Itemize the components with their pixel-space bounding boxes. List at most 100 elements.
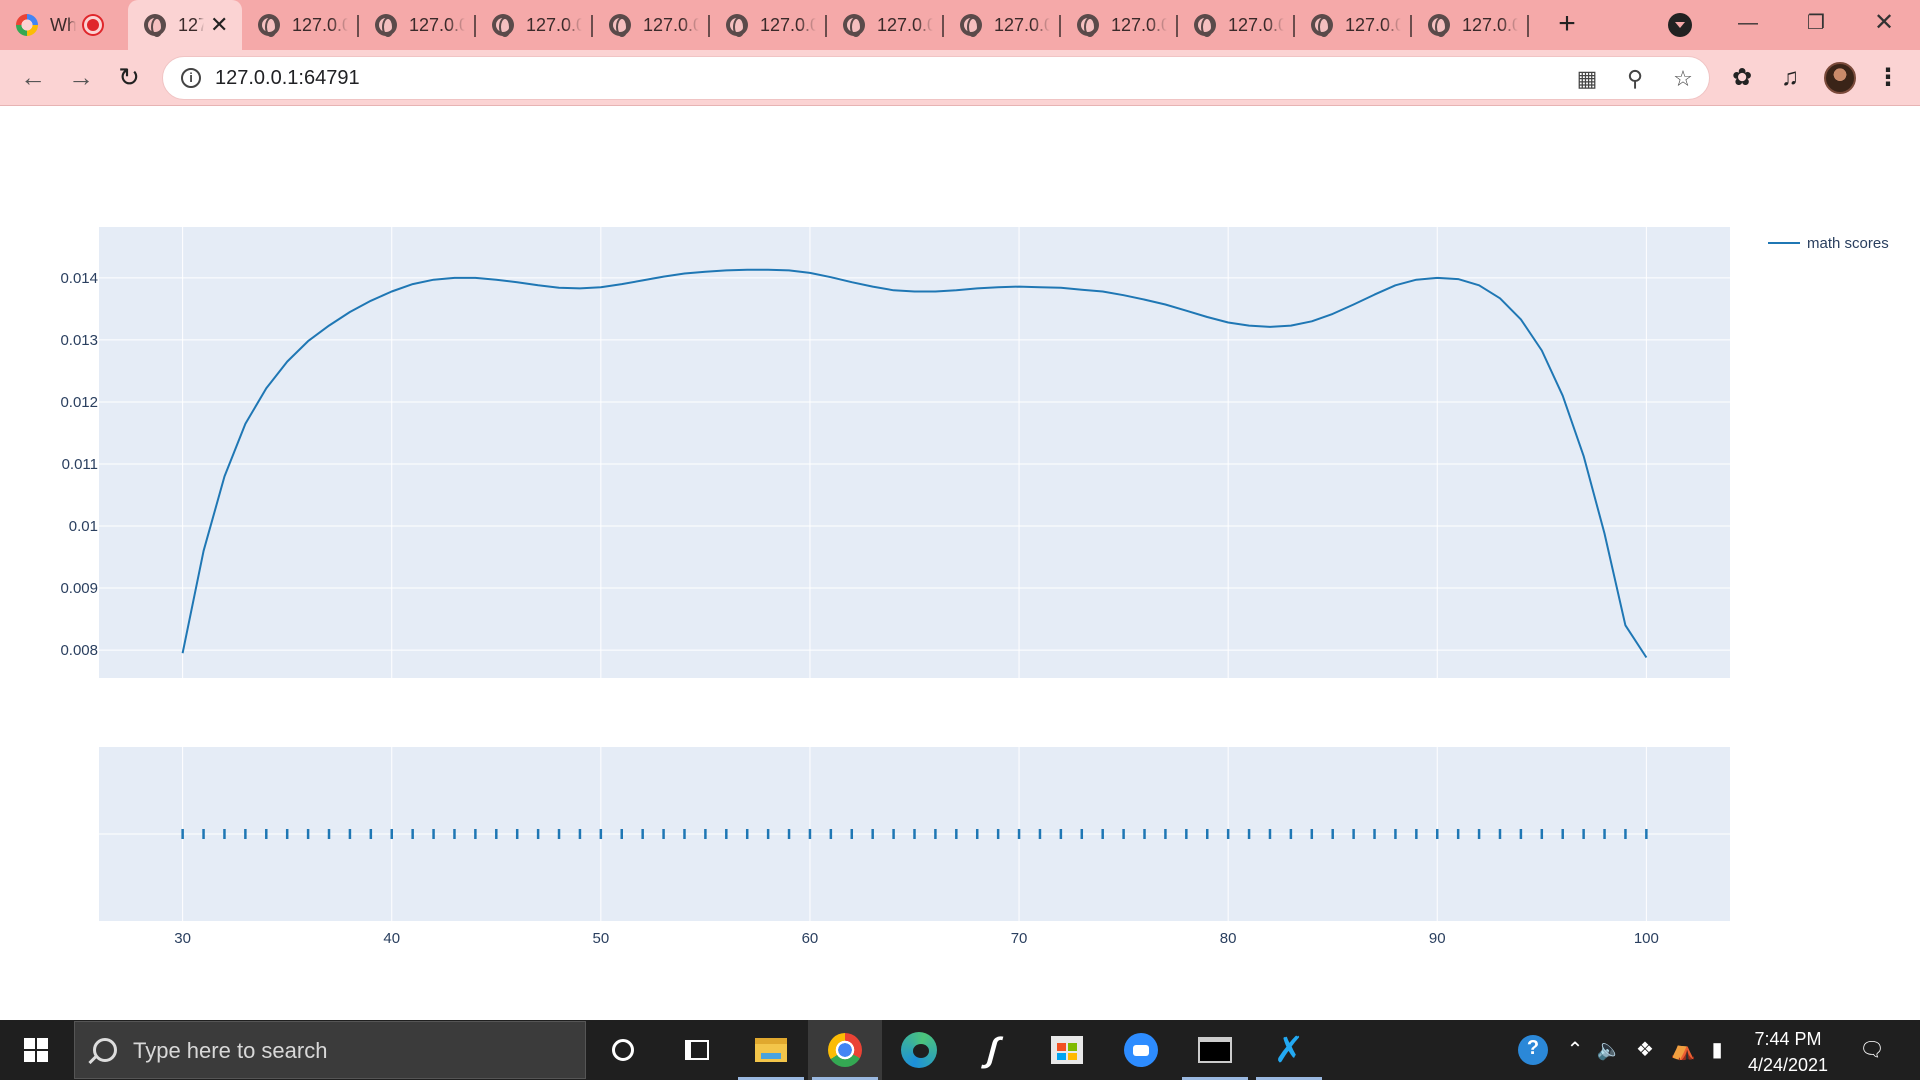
zoom-app-icon[interactable] bbox=[1104, 1020, 1178, 1080]
edge-icon[interactable] bbox=[882, 1020, 956, 1080]
qr-code-icon[interactable]: ▦ bbox=[1576, 66, 1598, 91]
globe-icon bbox=[609, 14, 631, 37]
tab-separator bbox=[474, 15, 476, 37]
notifications-icon[interactable]: 🗨 bbox=[1859, 1039, 1885, 1061]
globe-icon bbox=[1428, 14, 1450, 37]
y-tick-label: 0.01 bbox=[69, 518, 98, 535]
windows-start-button[interactable] bbox=[0, 1020, 72, 1080]
chrome-icon[interactable] bbox=[808, 1020, 882, 1080]
tab-separator bbox=[1293, 15, 1295, 37]
tab-strip: Wh 127 ✕ 127.0.0 127.0.0 127.0.0 127.0.0 127.0.… bbox=[0, 0, 1920, 50]
dropbox-icon[interactable]: ❖ bbox=[1636, 1039, 1654, 1061]
y-tick-label: 0.013 bbox=[60, 332, 98, 349]
y-tick-label: 0.008 bbox=[60, 642, 98, 659]
what-icon bbox=[16, 14, 38, 36]
tab-title: 127 bbox=[178, 14, 204, 35]
taskbar-clock[interactable]: 7:44 PM 4/24/2021 bbox=[1740, 1026, 1836, 1078]
restore-button[interactable]: ❐ bbox=[1807, 12, 1825, 34]
x-tick-label: 30 bbox=[174, 930, 191, 947]
globe-icon bbox=[843, 14, 865, 37]
minimize-button[interactable]: — bbox=[1738, 12, 1758, 34]
browser-tab[interactable]: 127.0.0 bbox=[1412, 0, 1529, 50]
tab-title: 127.0.0 bbox=[409, 14, 465, 35]
address-bar[interactable]: i 127.0.0.1:64791 ▦ ⚲ ☆ bbox=[162, 56, 1710, 100]
wifi-icon[interactable]: ⛺ bbox=[1670, 1039, 1696, 1061]
tab-separator bbox=[708, 15, 710, 37]
bookmark-star-icon[interactable]: ☆ bbox=[1673, 66, 1693, 91]
globe-icon bbox=[144, 14, 166, 37]
x-tick-label: 100 bbox=[1634, 930, 1659, 947]
density-plot-background bbox=[99, 227, 1730, 678]
tab-separator bbox=[825, 15, 827, 37]
taskbar-search-placeholder[interactable]: Type here to search bbox=[133, 1038, 328, 1063]
address-url[interactable]: 127.0.0.1:64791 bbox=[215, 67, 360, 89]
vscode-icon[interactable]: ✗ bbox=[1252, 1020, 1326, 1080]
browser-tab[interactable]: Wh bbox=[0, 0, 128, 50]
taskbar-search-box[interactable]: Type here to search bbox=[74, 1021, 586, 1079]
zoom-icon[interactable]: ⚲ bbox=[1626, 66, 1644, 91]
tab-separator bbox=[942, 15, 944, 37]
browser-tab[interactable]: 127.0.0 bbox=[242, 0, 359, 50]
browser-toolbar: ← → ↻ i 127.0.0.1:64791 ▦ ⚲ ☆ ✿ ♫ ⋮ bbox=[0, 50, 1920, 106]
browser-tab[interactable]: 127.0.0 bbox=[710, 0, 827, 50]
cortana-icon[interactable] bbox=[586, 1020, 660, 1080]
browser-tab[interactable]: 127.0.0 bbox=[359, 0, 476, 50]
dev-tool-icon[interactable]: ∫ bbox=[983, 1030, 1003, 1069]
forward-button[interactable]: → bbox=[68, 62, 94, 92]
terminal-icon[interactable] bbox=[1178, 1020, 1252, 1080]
help-icon[interactable]: ? bbox=[1518, 1035, 1548, 1065]
tab-separator bbox=[1176, 15, 1178, 37]
task-view-icon[interactable] bbox=[660, 1020, 734, 1080]
tab-search-button[interactable] bbox=[1668, 13, 1692, 37]
tab-title: 127.0.0 bbox=[643, 14, 699, 35]
windows-logo-pane bbox=[37, 1038, 48, 1049]
reload-button[interactable]: ↻ bbox=[118, 62, 140, 92]
menu-kebab-icon[interactable]: ⋮ bbox=[1876, 64, 1900, 91]
media-control-icon[interactable]: ♫ bbox=[1781, 64, 1799, 91]
plotly-chart[interactable]: 0.008 0.009 0.01 0.011 0.012 0.013 0.014 30 40 5… bbox=[0, 106, 1920, 1020]
close-tab-icon[interactable]: ✕ bbox=[210, 12, 229, 37]
browser-tab[interactable]: 127.0.0 bbox=[827, 0, 944, 50]
clock-time: 7:44 PM bbox=[1754, 1029, 1822, 1049]
density-subplot[interactable]: 0.008 0.009 0.01 0.011 0.012 0.013 0.014 bbox=[60, 227, 1730, 678]
globe-icon bbox=[726, 14, 748, 37]
extensions-icon[interactable]: ✿ bbox=[1731, 64, 1753, 91]
legend-label-math-scores[interactable]: math scores bbox=[1807, 235, 1889, 252]
microphone-icon[interactable]: ▮ bbox=[1711, 1039, 1723, 1061]
x-tick-label: 40 bbox=[383, 930, 400, 947]
volume-icon[interactable]: 🔈 bbox=[1596, 1039, 1622, 1061]
tab-separator bbox=[357, 15, 359, 37]
store-icon[interactable] bbox=[1030, 1020, 1104, 1080]
clock-date: 4/24/2021 bbox=[1747, 1055, 1829, 1075]
tab-separator bbox=[1059, 15, 1061, 37]
browser-tab[interactable]: 127.0.0 bbox=[944, 0, 1061, 50]
tab-title: 127.0.0 bbox=[526, 14, 582, 35]
browser-tab[interactable]: 127 ✕ bbox=[128, 0, 242, 50]
profile-avatar[interactable] bbox=[1824, 62, 1856, 94]
new-tab-button[interactable]: + bbox=[1558, 7, 1576, 40]
browser-tab[interactable]: 127.0.0 bbox=[1061, 0, 1178, 50]
tab-title: 127.0.0 bbox=[1462, 14, 1518, 35]
tab-title: 127.0.0 bbox=[1228, 14, 1284, 35]
y-tick-label: 0.011 bbox=[62, 456, 98, 473]
windows-logo-pane bbox=[37, 1051, 48, 1062]
legend[interactable]: math scores bbox=[1768, 235, 1889, 252]
site-info-icon[interactable]: i bbox=[181, 68, 201, 88]
globe-icon bbox=[1077, 14, 1099, 37]
rug-subplot[interactable] bbox=[99, 747, 1730, 921]
windows-taskbar: Type here to search ∫ ✗ ? ⌃ 🔈 ❖ ⛺ ▮ 7:44… bbox=[0, 1020, 1920, 1080]
browser-tab[interactable]: 127.0.0 bbox=[476, 0, 593, 50]
tab-title: 127.0.0 bbox=[994, 14, 1050, 35]
file-explorer-icon[interactable] bbox=[734, 1020, 808, 1080]
density-line-math-scores[interactable] bbox=[181, 268, 1648, 659]
back-button[interactable]: ← bbox=[20, 62, 46, 92]
browser-tab[interactable]: 127.0.0 bbox=[1178, 0, 1295, 50]
tab-separator bbox=[591, 15, 593, 37]
tab-title: 127.0.0 bbox=[877, 14, 933, 35]
x-tick-label: 70 bbox=[1011, 930, 1028, 947]
browser-tab[interactable]: 127.0.0 bbox=[1295, 0, 1412, 50]
close-window-button[interactable]: ✕ bbox=[1873, 9, 1895, 36]
tab-title: 127.0.0 bbox=[292, 14, 348, 35]
browser-tab[interactable]: 127.0.0 bbox=[593, 0, 710, 50]
chevron-up-icon[interactable]: ⌃ bbox=[1566, 1039, 1584, 1061]
